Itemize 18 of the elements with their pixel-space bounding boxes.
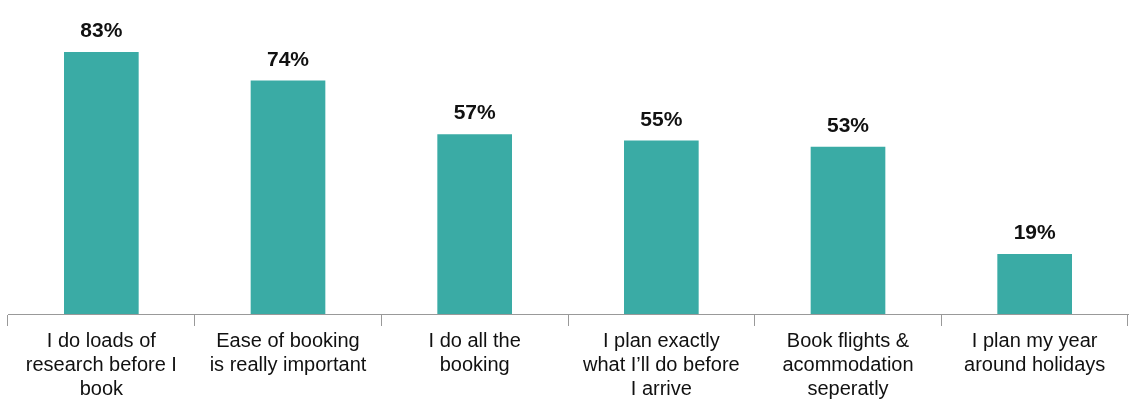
data-label: 57% — [453, 100, 497, 124]
bar — [250, 80, 326, 314]
bar — [64, 52, 139, 314]
bar — [624, 140, 699, 314]
data-label: 53% — [826, 113, 870, 137]
x-tick-label: I plan my year around holidays — [964, 328, 1106, 375]
bar — [437, 134, 512, 314]
bar — [997, 254, 1072, 314]
data-label: 74% — [266, 46, 310, 70]
x-tick-label: I do all the booking — [428, 328, 521, 375]
data-label: 55% — [640, 106, 683, 130]
bar — [810, 146, 886, 314]
x-tick-label: I plan exactly what I’ll do before I arrive — [581, 328, 740, 399]
x-tick-label: Book flights & acommodation seperatly — [782, 328, 914, 399]
x-tick-label: I do loads of research before I book — [25, 328, 177, 399]
data-label: 83% — [80, 18, 123, 42]
x-tick-label: Ease of booking is really important — [209, 328, 367, 375]
data-label: 19% — [1013, 220, 1057, 244]
